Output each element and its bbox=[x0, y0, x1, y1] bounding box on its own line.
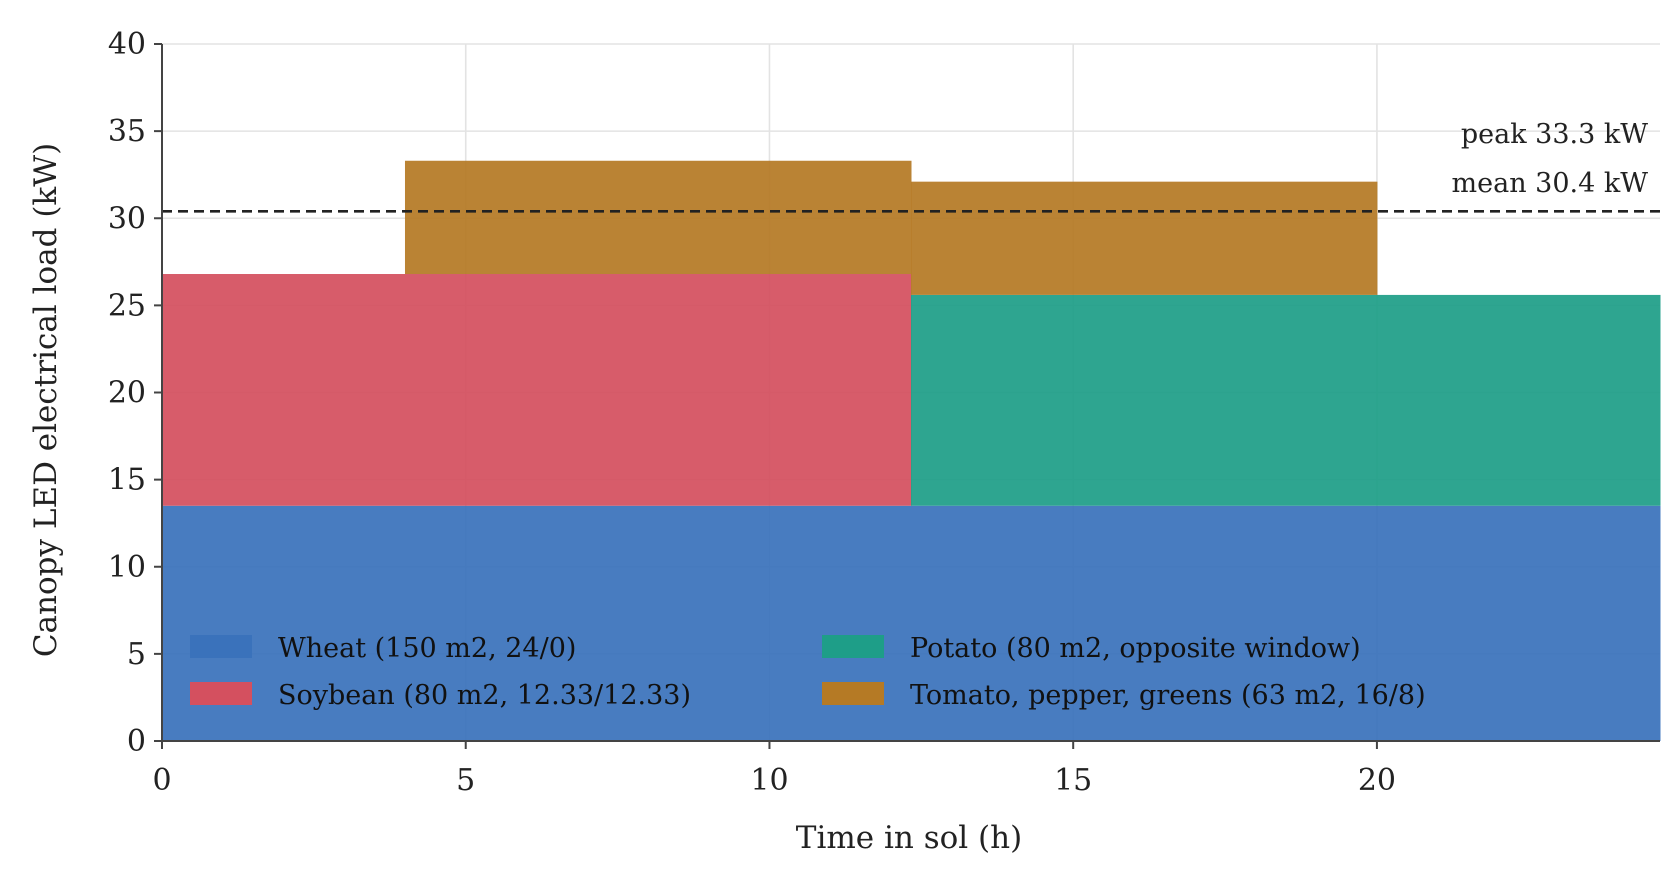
axes: 0 5 10 15 20 0 5 10 15 20 25 30 35 40 bbox=[108, 27, 1660, 798]
mean-annotation: mean 30.4 kW bbox=[1452, 168, 1649, 199]
x-tick-label: 5 bbox=[456, 763, 475, 798]
y-tick-label: 20 bbox=[108, 376, 146, 411]
legend: Wheat (150 m2, 24/0) Soybean (80 m2, 12.… bbox=[190, 633, 1426, 711]
y-tick-label: 35 bbox=[108, 114, 146, 149]
legend-label-soybean: Soybean (80 m2, 12.33/12.33) bbox=[278, 680, 691, 711]
x-tick-label: 20 bbox=[1358, 763, 1396, 798]
legend-swatch-potato bbox=[822, 635, 884, 658]
x-axis-label: Time in sol (h) bbox=[796, 820, 1022, 856]
area-tomato bbox=[911, 181, 1378, 295]
y-tick-label: 25 bbox=[108, 288, 146, 323]
peak-annotation: peak 33.3 kW bbox=[1461, 119, 1648, 150]
area-wheat bbox=[162, 505, 1661, 741]
legend-swatch-tomato bbox=[822, 682, 884, 705]
legend-label-wheat: Wheat (150 m2, 24/0) bbox=[278, 633, 576, 664]
y-tick-label: 10 bbox=[108, 550, 146, 585]
legend-swatch-soybean bbox=[190, 682, 252, 705]
y-axis-label: Canopy LED electrical load (kW) bbox=[28, 143, 64, 657]
area-soybean bbox=[162, 274, 912, 506]
legend-swatch-wheat bbox=[190, 635, 252, 658]
y-tick-label: 5 bbox=[127, 637, 146, 672]
x-tick-label: 15 bbox=[1054, 763, 1092, 798]
y-tick-label: 30 bbox=[108, 201, 146, 236]
x-tick-label: 0 bbox=[152, 763, 171, 798]
legend-label-potato: Potato (80 m2, opposite window) bbox=[910, 633, 1361, 664]
y-tick-label: 40 bbox=[108, 27, 146, 62]
annotations: peak 33.3 kW mean 30.4 kW bbox=[1452, 119, 1649, 199]
area-tomato bbox=[404, 160, 912, 275]
area-potato bbox=[911, 294, 1661, 506]
stacked-areas bbox=[162, 160, 1661, 741]
y-tick-label: 0 bbox=[127, 724, 146, 759]
legend-label-tomato: Tomato, pepper, greens (63 m2, 16/8) bbox=[910, 680, 1426, 711]
y-tick-label: 15 bbox=[108, 463, 146, 498]
x-tick-label: 10 bbox=[750, 763, 788, 798]
